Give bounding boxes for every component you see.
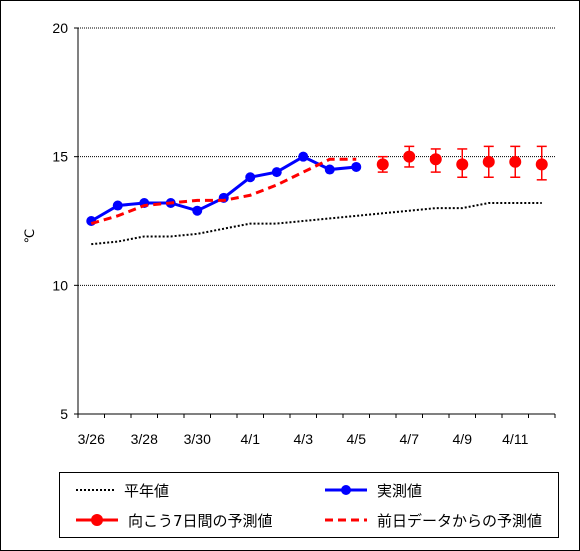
legend-item-7day-forecast: 向こう7日間の予測値 — [74, 509, 273, 531]
point-7day-forecast-4-9 — [456, 158, 469, 171]
legend-swatch-normal — [76, 489, 114, 491]
point-7day-forecast-4-10 — [482, 155, 495, 168]
point-7day-forecast-4-7 — [403, 150, 416, 163]
point-observed-4-4 — [324, 164, 335, 175]
legend-swatch-prev-day-forecast — [325, 518, 367, 522]
y-tick-label-15: 15 — [52, 149, 68, 165]
x-tick-label-4-9: 4/9 — [453, 431, 473, 447]
y-tick-label-20: 20 — [52, 20, 68, 36]
x-tick-label-4-7: 4/7 — [400, 431, 420, 447]
point-7day-forecast-4-6 — [376, 158, 389, 171]
legend-label-7day-forecast: 向こう7日間の予測値 — [128, 511, 273, 530]
legend-label-normal: 平年値 — [124, 481, 170, 500]
line-chart: 5 10 15 20 ℃ 3/26 3/28 3/30 4/1 4/3 4/5 4/7 4/9 4/11 — [23, 20, 556, 447]
point-7day-forecast-4-11 — [509, 155, 522, 168]
x-tick-label-4-5: 4/5 — [347, 431, 367, 447]
point-7day-forecast-4-8 — [429, 153, 442, 166]
x-tick-label-4-3: 4/3 — [294, 431, 314, 447]
legend-item-observed: 実測値 — [323, 479, 422, 501]
x-tick-label-4-1: 4/1 — [241, 431, 261, 447]
point-observed-3-30 — [192, 205, 203, 216]
legend-item-prev-day-forecast: 前日データからの予測値 — [323, 509, 542, 531]
legend-swatch-observed — [325, 485, 367, 495]
x-tick-label-4-11: 4/11 — [502, 431, 528, 447]
y-tick-label-5: 5 — [60, 406, 68, 422]
legend-item-normal: 平年値 — [74, 479, 169, 501]
y-axis-label: ℃ — [23, 229, 38, 244]
x-tick-label-3-30: 3/30 — [184, 431, 211, 447]
point-observed-4-2 — [271, 167, 282, 178]
series-line-normal — [91, 201, 542, 246]
x-tick-label-3-28: 3/28 — [131, 431, 158, 447]
point-observed-4-3 — [298, 151, 309, 162]
legend-label-prev-day-forecast: 前日データからの予測値 — [377, 511, 543, 530]
point-observed-4-5 — [351, 161, 362, 172]
point-observed-4-1 — [245, 172, 256, 183]
point-observed-3-27 — [112, 200, 123, 211]
y-tick-label-10: 10 — [52, 277, 68, 293]
point-7day-forecast-4-12 — [535, 158, 548, 171]
series-line-prev-day-forecast — [90, 157, 357, 226]
legend: 平年値 実測値 向こう7日間の予測値 前日データからの予測値 — [59, 472, 559, 538]
legend-label-observed: 実測値 — [377, 481, 423, 500]
x-tick-label-3-26: 3/26 — [78, 431, 105, 447]
legend-swatch-7day-forecast — [76, 514, 118, 526]
